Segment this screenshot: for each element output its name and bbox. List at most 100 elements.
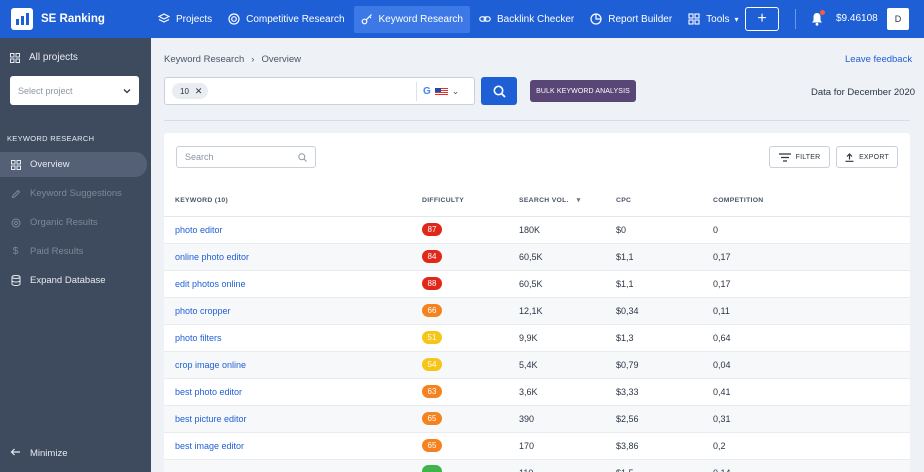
database-icon — [10, 275, 21, 286]
sidebar-item-paid-results[interactable]: $ Paid Results — [0, 239, 147, 264]
nav-backlink-checker[interactable]: Backlink Checker — [472, 6, 581, 33]
cpc-cell: $0,34 — [616, 297, 713, 325]
nav-keyword-research-label: Keyword Research — [378, 13, 463, 25]
table-row[interactable]: 110$1,50,14 — [164, 459, 910, 472]
column-header-search-volume[interactable]: SEARCH VOL. ▾ — [519, 185, 616, 217]
sidebar-item-expand-database[interactable]: Expand Database — [0, 268, 147, 293]
search-icon — [493, 85, 506, 98]
all-projects-label: All projects — [29, 52, 78, 63]
chevron-down-icon: ⌄ — [451, 86, 460, 96]
google-icon: G — [423, 86, 431, 97]
competition-cell: 0,41 — [713, 378, 910, 406]
keyword-link[interactable]: best picture editor — [164, 405, 422, 433]
cpc-cell: $3,33 — [616, 378, 713, 406]
nav-tools[interactable]: Tools ▾ — [681, 6, 745, 33]
arrow-left-icon — [10, 448, 21, 459]
search-volume-cell: 170 — [519, 432, 616, 460]
difficulty-cell: 65 — [422, 432, 519, 460]
keyword-chip[interactable]: 10 ✕ — [172, 83, 209, 99]
filter-button[interactable]: FILTER — [769, 146, 830, 168]
cpc-cell: $1,3 — [616, 324, 713, 352]
table-row[interactable]: best image editor 65 170 $3,86 0,2 — [164, 432, 910, 460]
target-icon — [228, 13, 240, 25]
search-button[interactable] — [481, 77, 517, 105]
competition-cell: 0,17 — [713, 243, 910, 271]
search-volume-cell: 60,5K — [519, 243, 616, 271]
sidebar-item-overview[interactable]: Overview — [0, 152, 147, 177]
leave-feedback-link[interactable]: Leave feedback — [845, 54, 913, 65]
difficulty-cell: 84 — [422, 243, 519, 271]
sidebar-item-label: Organic Results — [30, 217, 98, 228]
export-button[interactable]: EXPORT — [836, 146, 898, 168]
keyword-link[interactable]: best image editor — [164, 432, 422, 460]
table-search-input[interactable]: Search — [176, 146, 316, 168]
column-header-difficulty[interactable]: DIFFICULTY — [422, 185, 519, 217]
keyword-link[interactable]: edit photos online — [164, 270, 422, 298]
upload-icon — [845, 152, 854, 162]
keyword-link[interactable]: crop image online — [164, 351, 422, 379]
avatar[interactable]: D — [887, 8, 909, 30]
select-project-placeholder: Select project — [18, 85, 73, 96]
keyword-link[interactable]: photo cropper — [164, 297, 422, 325]
cpc-cell: $1,1 — [616, 270, 713, 298]
table-row[interactable]: photo editor 87 180K $0 0 — [164, 216, 910, 244]
cpc-cell: $0 — [616, 216, 713, 244]
table-row[interactable]: photo filters 51 9,9K $1,3 0,64 — [164, 324, 910, 352]
difficulty-cell: 87 — [422, 216, 519, 244]
sidebar-item-organic-results[interactable]: Organic Results — [0, 210, 147, 235]
competition-cell: 0,11 — [713, 297, 910, 325]
minimize-sidebar-button[interactable]: Minimize — [10, 448, 67, 459]
grid-icon — [10, 52, 20, 63]
keyword-link[interactable]: photo editor — [164, 216, 422, 244]
table-row[interactable]: edit photos online 88 60,5K $1,1 0,17 — [164, 270, 910, 298]
table-row[interactable]: photo cropper 66 12,1K $0,34 0,11 — [164, 297, 910, 325]
nav-report-builder[interactable]: Report Builder — [583, 6, 679, 33]
bulk-keyword-analysis-button[interactable]: BULK KEYWORD ANALYSIS — [530, 80, 636, 102]
sidebar: All projects Select project KEYWORD RESE… — [0, 38, 151, 472]
nav-keyword-research[interactable]: Keyword Research — [353, 5, 470, 33]
se-ranking-logo-icon — [11, 8, 33, 30]
keyword-link[interactable]: online photo editor — [164, 243, 422, 271]
keyword-link[interactable] — [164, 459, 422, 472]
brand[interactable]: SE Ranking — [0, 0, 151, 38]
difficulty-badge: 65 — [422, 412, 442, 425]
column-header-cpc[interactable]: CPC — [616, 185, 713, 217]
table-row[interactable]: online photo editor 84 60,5K $1,1 0,17 — [164, 243, 910, 271]
nav-projects[interactable]: Projects — [151, 6, 219, 33]
nav-competitive-research[interactable]: Competitive Research — [221, 6, 351, 33]
keyword-link[interactable]: best photo editor — [164, 378, 422, 406]
add-new-button[interactable]: + — [745, 7, 779, 31]
brand-name: SE Ranking — [41, 13, 105, 25]
column-header-label: SEARCH VOL. — [519, 197, 569, 205]
keyword-search-input[interactable]: 10 ✕ G ⌄ — [164, 77, 475, 105]
table-header-row: KEYWORD (10) DIFFICULTY SEARCH VOL. ▾ CPC… — [164, 185, 910, 217]
competition-cell: 0,2 — [713, 432, 910, 460]
breadcrumb-root[interactable]: Keyword Research — [164, 54, 245, 65]
table-row[interactable]: best picture editor 65 390 $2,56 0,31 — [164, 405, 910, 433]
table-row[interactable]: crop image online 54 5,4K $0,79 0,04 — [164, 351, 910, 379]
difficulty-badge: 84 — [422, 250, 442, 263]
search-engine-selector[interactable]: G ⌄ — [416, 82, 459, 101]
table-row[interactable]: best photo editor 63 3,6K $3,33 0,41 — [164, 378, 910, 406]
section-title: KEYWORD RESEARCH — [7, 134, 95, 143]
close-icon[interactable]: ✕ — [194, 85, 203, 96]
keyword-link[interactable]: photo filters — [164, 324, 422, 352]
bell-icon[interactable] — [811, 12, 823, 26]
sidebar-item-label: Paid Results — [30, 246, 84, 257]
select-project-dropdown[interactable]: Select project — [10, 76, 139, 105]
competition-cell: 0,64 — [713, 324, 910, 352]
sidebar-item-keyword-suggestions[interactable]: Keyword Suggestions — [0, 181, 147, 206]
account-balance[interactable]: $9.46108 — [836, 13, 878, 24]
column-header-competition[interactable]: COMPETITION — [713, 185, 910, 217]
difficulty-cell: 88 — [422, 270, 519, 298]
all-projects-link[interactable]: All projects — [10, 52, 78, 63]
competition-cell: 0,14 — [713, 459, 910, 472]
difficulty-cell — [422, 459, 519, 472]
competition-cell: 0,17 — [713, 270, 910, 298]
cpc-cell: $3,86 — [616, 432, 713, 460]
column-header-keyword[interactable]: KEYWORD (10) — [164, 185, 422, 217]
table-search-placeholder: Search — [185, 152, 214, 162]
competition-cell: 0,04 — [713, 351, 910, 379]
sidebar-item-label: Overview — [30, 159, 70, 170]
difficulty-cell: 65 — [422, 405, 519, 433]
